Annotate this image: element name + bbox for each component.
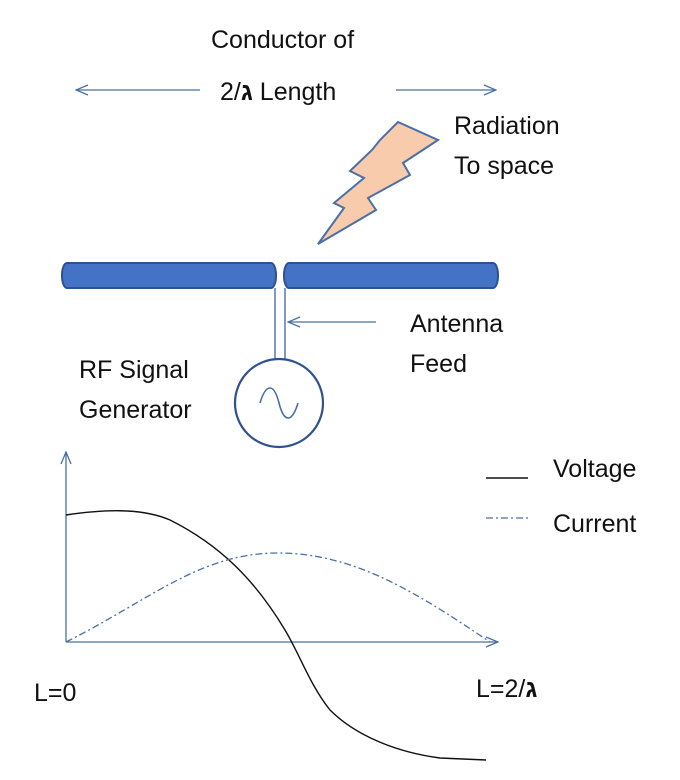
left-conductor-rod: [61, 262, 277, 289]
voltage-curve: [65, 510, 487, 761]
radiation-label-line1: Radiation: [454, 112, 560, 140]
feed-label-line2: Feed: [410, 350, 467, 378]
title-line2: ג/2 Length: [220, 80, 336, 105]
feed-label-line1: Antenna: [410, 310, 504, 338]
radiation-label-line2: To space: [454, 152, 555, 180]
title-line1: Conductor of: [211, 26, 355, 54]
axis-end-suffix: /2: [504, 675, 526, 703]
legend-current-label: Current: [553, 510, 637, 538]
axis-end-label: L= ג/2: [476, 677, 537, 702]
generator-label-line2: Generator: [79, 396, 192, 424]
legend-voltage-label: Voltage: [553, 455, 637, 483]
title-length-text: /2 Length: [220, 78, 337, 106]
right-conductor-rod: [283, 262, 499, 289]
generator-label-line1: RF Signal: [79, 356, 189, 384]
axis-end-lambda: ג: [525, 675, 538, 703]
current-curve: [65, 552, 491, 643]
axis-end-prefix: L=: [476, 675, 505, 703]
axis-start-label: L=0: [34, 679, 77, 707]
sine-wave-glyph: [259, 387, 299, 419]
lambda-symbol: ג: [240, 78, 253, 106]
lightning-bolt-icon: [317, 120, 441, 245]
